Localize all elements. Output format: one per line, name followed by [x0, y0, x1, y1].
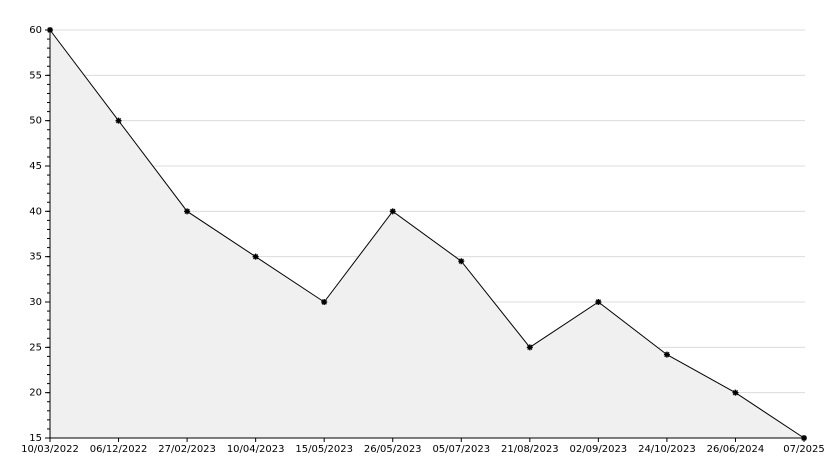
y-tick-label: 55: [29, 70, 42, 81]
x-tick-label: 21/08/2023: [501, 444, 559, 455]
marker: [389, 208, 396, 215]
marker: [115, 117, 122, 124]
x-tick-label: 26/05/2023: [364, 444, 422, 455]
marker: [321, 299, 328, 305]
y-tick-label: 25: [29, 342, 42, 353]
x-tick-label: 27/02/2023: [158, 444, 216, 455]
marker: [526, 344, 533, 351]
marker: [732, 389, 739, 396]
x-tick-label: 15/05/2023: [295, 444, 353, 455]
y-tick-label: 40: [29, 206, 42, 217]
x-tick-label: 07/2025: [783, 444, 825, 455]
marker: [458, 258, 465, 265]
x-tick-label: 05/07/2023: [432, 444, 490, 455]
x-tick-label: 02/09/2023: [570, 444, 628, 455]
marker: [47, 27, 53, 33]
line: [49, 29, 805, 439]
marker: [663, 351, 670, 358]
x-tick-label: 24/10/2023: [638, 444, 696, 455]
x-tick-label: 26/06/2024: [707, 444, 765, 455]
x-tick-label: 06/12/2022: [90, 444, 148, 455]
y-tick-label: 15: [29, 433, 42, 444]
y-tick-label: 20: [29, 388, 42, 399]
y-tick-label: 30: [29, 297, 42, 308]
area: [50, 30, 804, 438]
y-tick-label: 50: [29, 116, 42, 127]
marker: [595, 299, 602, 305]
x-tick-label: 10/03/2022: [21, 444, 79, 455]
y-tick-label: 45: [29, 161, 42, 172]
y-tick-label: 35: [29, 252, 42, 263]
x-tick-label: 10/04/2023: [227, 444, 285, 455]
marker: [184, 208, 191, 215]
marker: [801, 435, 807, 441]
marker: [252, 253, 259, 260]
y-tick-label: 60: [29, 25, 42, 36]
